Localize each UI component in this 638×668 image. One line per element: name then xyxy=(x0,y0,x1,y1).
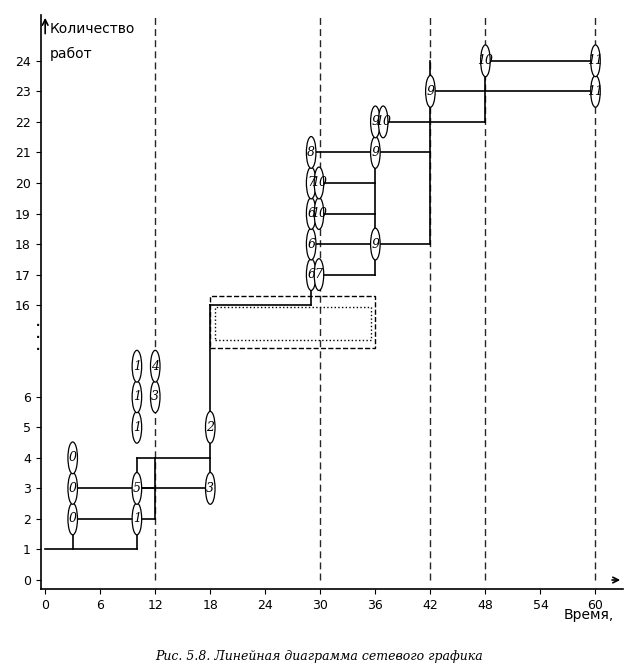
Text: Рис. 5.8. Линейная диаграмма сетевого графика: Рис. 5.8. Линейная диаграмма сетевого гр… xyxy=(155,650,483,663)
Text: 0: 0 xyxy=(69,512,77,526)
Circle shape xyxy=(132,411,142,443)
Text: 0: 0 xyxy=(69,452,77,464)
Circle shape xyxy=(132,472,142,504)
Text: 5: 5 xyxy=(133,482,141,495)
Text: 1: 1 xyxy=(133,360,141,373)
Text: 1: 1 xyxy=(133,390,141,403)
Bar xyxy=(211,296,375,348)
Circle shape xyxy=(371,228,380,260)
Text: 3: 3 xyxy=(206,482,214,495)
Circle shape xyxy=(378,106,388,138)
Circle shape xyxy=(426,75,435,108)
Text: 7: 7 xyxy=(307,176,315,190)
Text: ·: · xyxy=(34,341,41,361)
Text: 6: 6 xyxy=(307,207,315,220)
Text: 10: 10 xyxy=(311,207,327,220)
Circle shape xyxy=(306,198,316,229)
Circle shape xyxy=(132,503,142,535)
Circle shape xyxy=(151,381,160,413)
Text: 9: 9 xyxy=(371,238,380,250)
Text: 10: 10 xyxy=(311,176,327,190)
Circle shape xyxy=(591,75,600,108)
Circle shape xyxy=(480,45,490,77)
Circle shape xyxy=(68,442,77,474)
Text: 11: 11 xyxy=(588,54,604,67)
Text: 1: 1 xyxy=(133,512,141,526)
Circle shape xyxy=(314,167,323,199)
Circle shape xyxy=(205,472,215,504)
Text: 9: 9 xyxy=(371,146,380,159)
Circle shape xyxy=(306,259,316,291)
Text: 9: 9 xyxy=(426,85,434,98)
Text: 6: 6 xyxy=(307,268,315,281)
Circle shape xyxy=(68,472,77,504)
Text: 1: 1 xyxy=(133,421,141,434)
Circle shape xyxy=(132,381,142,413)
Circle shape xyxy=(306,136,316,168)
Text: 11: 11 xyxy=(588,85,604,98)
Text: 9: 9 xyxy=(371,116,380,128)
Circle shape xyxy=(306,167,316,199)
Circle shape xyxy=(591,45,600,77)
Text: работ: работ xyxy=(50,47,93,61)
Circle shape xyxy=(205,411,215,443)
Circle shape xyxy=(151,350,160,382)
Circle shape xyxy=(68,503,77,535)
Text: Время,: Время, xyxy=(563,607,614,621)
Text: 7: 7 xyxy=(315,268,323,281)
Text: ·: · xyxy=(34,317,41,336)
Text: 10: 10 xyxy=(477,54,493,67)
Text: 6: 6 xyxy=(307,238,315,250)
Circle shape xyxy=(132,350,142,382)
Circle shape xyxy=(371,136,380,168)
Text: 8: 8 xyxy=(307,146,315,159)
Circle shape xyxy=(371,106,380,138)
Circle shape xyxy=(314,198,323,229)
Text: 2: 2 xyxy=(206,421,214,434)
Text: 3: 3 xyxy=(151,390,160,403)
Bar xyxy=(215,307,371,340)
Text: 4: 4 xyxy=(151,360,160,373)
Text: 10: 10 xyxy=(375,116,391,128)
Circle shape xyxy=(306,228,316,260)
Text: 0: 0 xyxy=(69,482,77,495)
Text: Количество: Количество xyxy=(50,23,135,36)
Text: ·: · xyxy=(34,329,41,348)
Circle shape xyxy=(314,259,323,291)
